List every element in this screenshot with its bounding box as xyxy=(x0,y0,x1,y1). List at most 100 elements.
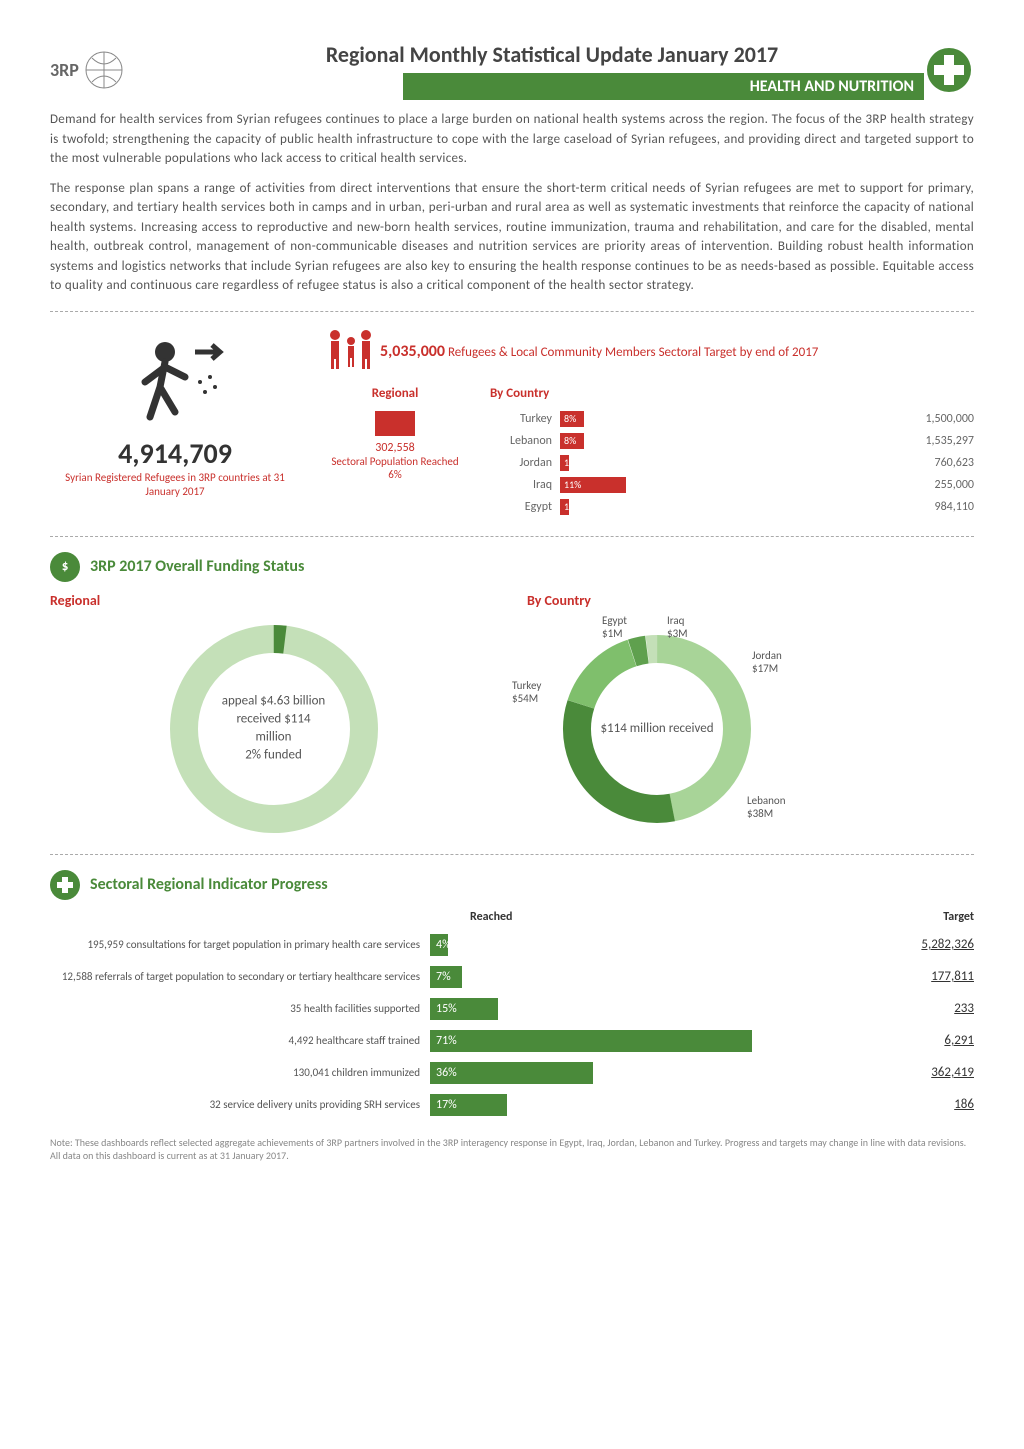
indicator-label: 12,588 referrals of target population to… xyxy=(50,970,430,983)
target-header: Target xyxy=(943,910,974,924)
funding-bycountry-title: By Country xyxy=(527,592,974,609)
funding-bycountry: By Country $114 million received Egypt$1… xyxy=(527,592,974,839)
globe-icon xyxy=(84,50,124,90)
health-section-icon xyxy=(50,870,80,900)
funding-regional: Regional appeal $4.63 billion received $… xyxy=(50,592,497,839)
country-value: 1,535,297 xyxy=(884,434,974,448)
country-name: Lebanon xyxy=(490,434,560,448)
country-bar-wrap: 1% xyxy=(560,499,884,515)
country-value: 984,110 xyxy=(884,500,974,514)
indicator-bar: 4% xyxy=(430,934,448,956)
indicator-bar: 17% xyxy=(430,1094,507,1116)
indicator-bar-wrap: 36% xyxy=(430,1062,884,1084)
indicator-bar: 71% xyxy=(430,1030,752,1052)
target-label: Refugees & Local Community Members Secto… xyxy=(448,345,818,360)
funding-regional-title: Regional xyxy=(50,592,497,609)
indicator-bar-wrap: 71% xyxy=(430,1030,884,1052)
country-bar-wrap: 8% xyxy=(560,433,884,449)
country-row: Jordan 1% 760,623 xyxy=(490,455,974,471)
health-icon xyxy=(924,45,974,95)
regional-label: Sectoral Population Reached xyxy=(320,455,470,468)
target-text: 5,035,000 Refugees & Local Community Mem… xyxy=(380,342,974,361)
country-row: Iraq 11% 255,000 xyxy=(490,477,974,493)
indicator-row: 130,041 children immunized 36% 362,419 xyxy=(50,1062,974,1084)
indicator-target: 362,419 xyxy=(884,1065,974,1080)
refugee-subtitle: Syrian Registered Refugees in 3RP countr… xyxy=(60,471,290,500)
indicator-target: 186 xyxy=(884,1097,974,1112)
donut-label-egypt: Egypt$1M xyxy=(602,614,627,640)
country-row: Turkey 8% 1,500,000 xyxy=(490,411,974,427)
funding-row: Regional appeal $4.63 billion received $… xyxy=(50,592,974,839)
intro-para-1: Demand for health services from Syrian r… xyxy=(50,110,974,169)
indicator-label: 4,492 healthcare staff trained xyxy=(50,1034,430,1047)
country-bar-wrap: 1% xyxy=(560,455,884,471)
by-country-col: By Country Turkey 8% 1,500,000 Lebanon 8… xyxy=(490,386,974,521)
donut-label-jordan: Jordan$17M xyxy=(752,649,782,675)
indicator-row: 32 service delivery units providing SRH … xyxy=(50,1094,974,1116)
indicator-section-header: Sectoral Regional Indicator Progress xyxy=(50,870,974,900)
reached-header: Reached xyxy=(470,910,513,924)
indicator-label: 195,959 consultations for target populat… xyxy=(50,938,430,951)
stats-row: 4,914,709 Syrian Registered Refugees in … xyxy=(50,327,974,521)
country-name: Jordan xyxy=(490,456,560,470)
footnote: Note: These dashboards reflect selected … xyxy=(50,1136,974,1162)
indicator-target: 177,811 xyxy=(884,969,974,984)
divider xyxy=(50,311,974,312)
indicator-row: 12,588 referrals of target population to… xyxy=(50,966,974,988)
family-icon xyxy=(320,327,380,376)
logo-3rp: 3RP xyxy=(50,40,180,100)
divider xyxy=(50,536,974,537)
dollar-icon: $ xyxy=(50,552,80,582)
regional-pct: 6% xyxy=(320,468,470,481)
country-name: Iraq xyxy=(490,478,560,492)
regional-title: Regional xyxy=(320,386,470,401)
indicator-row: 4,492 healthcare staff trained 71% 6,291 xyxy=(50,1030,974,1052)
donut-label-iraq: Iraq$3M xyxy=(667,614,688,640)
funded-text: 2% funded xyxy=(219,747,329,765)
indicator-title: Sectoral Regional Indicator Progress xyxy=(90,875,328,894)
refugee-total-block: 4,914,709 Syrian Registered Refugees in … xyxy=(50,327,300,510)
country-bar: 8% xyxy=(560,411,584,427)
country-bar-wrap: 8% xyxy=(560,411,884,427)
indicator-target: 6,291 xyxy=(884,1033,974,1048)
country-bar: 1% xyxy=(560,455,569,471)
funding-title: 3RP 2017 Overall Funding Status xyxy=(90,557,304,576)
indicator-target: 5,282,326 xyxy=(884,937,974,952)
indicator-label: 32 service delivery units providing SRH … xyxy=(50,1098,430,1111)
page-title: Regional Monthly Statistical Update Janu… xyxy=(180,41,924,68)
refugee-total: 4,914,709 xyxy=(60,436,290,471)
indicator-target: 233 xyxy=(884,1001,974,1016)
country-value: 760,623 xyxy=(884,456,974,470)
country-bar: 11% xyxy=(560,477,626,493)
donut-center-text: appeal $4.63 billion received $114 milli… xyxy=(219,692,329,765)
logo-text: 3RP xyxy=(50,59,79,81)
funding-section-header: $ 3RP 2017 Overall Funding Status xyxy=(50,552,974,582)
country-row: Lebanon 8% 1,535,297 xyxy=(490,433,974,449)
country-bar: 8% xyxy=(560,433,584,449)
indicator-headers: Reached Target xyxy=(50,910,974,924)
country-name: Turkey xyxy=(490,412,560,426)
indicator-bar-wrap: 17% xyxy=(430,1094,884,1116)
donut-label-lebanon: Lebanon$38M xyxy=(747,794,786,820)
country-value: 1,500,000 xyxy=(884,412,974,426)
country-donut: $114 million received Egypt$1M Iraq$3M J… xyxy=(527,619,787,839)
received-text: received $114 million xyxy=(219,710,329,746)
sectoral-target-block: 5,035,000 Refugees & Local Community Mem… xyxy=(320,327,974,521)
country-donut-center: $114 million received xyxy=(600,719,713,737)
country-value: 255,000 xyxy=(884,478,974,492)
bycountry-title: By Country xyxy=(490,386,974,401)
donut-label-turkey: Turkey$54M xyxy=(512,679,541,705)
indicator-bar-wrap: 4% xyxy=(430,934,884,956)
regional-donut: appeal $4.63 billion received $114 milli… xyxy=(164,619,384,839)
country-bar: 1% xyxy=(560,499,569,515)
divider xyxy=(50,854,974,855)
indicator-label: 130,041 children immunized xyxy=(50,1066,430,1079)
regional-value: 302,558 xyxy=(320,441,470,455)
indicator-bar: 7% xyxy=(430,966,462,988)
indicator-bar: 36% xyxy=(430,1062,593,1084)
country-name: Egypt xyxy=(490,500,560,514)
walking-person-icon xyxy=(120,337,230,427)
indicator-row: 35 health facilities supported 15% 233 xyxy=(50,998,974,1020)
header: 3RP Regional Monthly Statistical Update … xyxy=(50,40,974,100)
regional-col: Regional 302,558 Sectoral Population Rea… xyxy=(320,386,470,521)
